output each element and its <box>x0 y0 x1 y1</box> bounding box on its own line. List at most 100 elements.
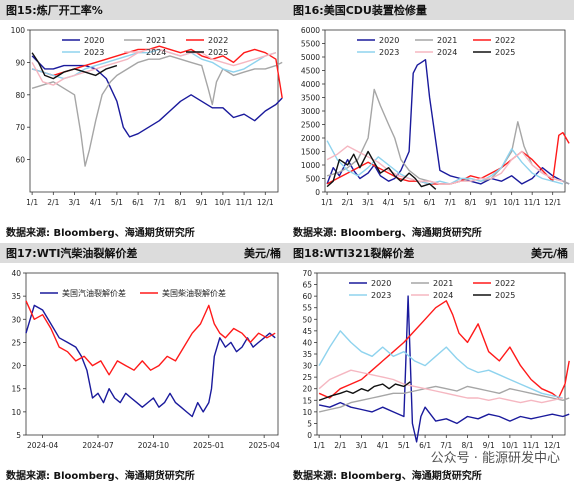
watermark-text: 公众号 · 能源研发中心 <box>430 451 560 466</box>
y-tick-label: 2000 <box>301 134 320 143</box>
y-tick-label: 5500 <box>301 40 320 49</box>
y-tick-label: 2500 <box>301 121 320 130</box>
y-tick-label: 20 <box>302 385 312 394</box>
x-tick-label: 9/1 <box>483 441 495 450</box>
series-line-2020 <box>318 295 570 443</box>
y-tick-label: 0 <box>307 431 312 440</box>
series-line-2021 <box>326 88 570 185</box>
y-tick-label: 15 <box>302 396 312 405</box>
x-tick-label: 8/1 <box>174 198 186 207</box>
panel-titlebar: 图18:WTI321裂解价差 美元/桶 <box>287 243 574 263</box>
legend-label: 2025 <box>495 291 515 300</box>
chart-plot: 60 70 80 90 100 1/1 2/1 3/1 4/1 5/1 6/1 7/1 8/1 9/1 10… <box>11 26 283 207</box>
x-tick-label: 8/1 <box>461 441 473 450</box>
x-tick-label: 12/1 <box>544 441 561 450</box>
series-line-2025 <box>326 150 437 190</box>
y-tick-label: 15 <box>11 385 21 394</box>
chart-source: 数据来源: Bloomberg、海通期货研究所 <box>293 471 482 482</box>
x-tick-label: 7/1 <box>440 441 452 450</box>
legend-label: 2020 <box>371 279 391 288</box>
legend-label: 2022 <box>208 36 228 45</box>
panel-titlebar: 图16:美国CDU装置检修量 <box>287 0 574 20</box>
y-tick-label: 80 <box>15 91 25 100</box>
legend-label: 2022 <box>495 279 515 288</box>
x-tick-label: 2025-04 <box>248 441 280 450</box>
x-tick-label: 4/1 <box>90 198 102 207</box>
series-line-2025 <box>31 52 118 80</box>
x-tick-label: 8/1 <box>465 198 477 207</box>
x-tick-label: 2025-01 <box>193 441 225 450</box>
y-tick-label: 70 <box>302 269 312 278</box>
y-tick-label: 20 <box>11 362 21 371</box>
y-tick-label: 90 <box>15 58 25 67</box>
y-tick-label: 25 <box>302 373 312 382</box>
series-line-2024 <box>31 48 277 86</box>
panel-titlebar: 图15:炼厂开工率% <box>0 0 287 20</box>
y-tick-label: 10 <box>302 408 312 417</box>
y-tick-label: 5000 <box>301 53 320 62</box>
legend-label: 2024 <box>146 48 166 57</box>
x-tick-label: 4/1 <box>377 441 389 450</box>
y-tick-label: 5 <box>16 431 21 440</box>
legend-label: 2025 <box>495 48 515 57</box>
legend-label: 2025 <box>208 48 228 57</box>
series-line-2021 <box>31 55 283 167</box>
y-tick-label: 35 <box>302 350 312 359</box>
x-tick-label: 11/1 <box>523 441 540 450</box>
x-tick-label: 2/1 <box>342 198 354 207</box>
y-tick-label: 50 <box>302 315 312 324</box>
x-tick-label: 5/1 <box>403 198 415 207</box>
legend-label: 2023 <box>84 48 104 57</box>
y-tick-label: 30 <box>302 362 312 371</box>
x-tick-label: 10/1 <box>503 198 520 207</box>
x-tick-label: 2024-07 <box>82 441 114 450</box>
legend-label: 2024 <box>433 291 453 300</box>
x-tick-label: 11/1 <box>524 198 541 207</box>
series-line-2025 <box>318 381 411 401</box>
x-tick-label: 7/1 <box>444 198 456 207</box>
x-tick-label: 2/1 <box>47 198 59 207</box>
series-line-2020 <box>31 55 283 138</box>
x-tick-label: 1/1 <box>26 198 38 207</box>
chart-unit: 美元/桶 <box>243 247 281 260</box>
chart-plot: 0 500 1000 1500 2000 2500 3000 3500 4000 4500 5000… <box>301 26 570 207</box>
x-tick-label: 10/1 <box>214 198 231 207</box>
chart-source: 数据来源: Bloomberg、海通期货研究所 <box>6 228 195 239</box>
y-tick-label: 40 <box>11 269 21 278</box>
x-tick-label: 10/1 <box>501 441 518 450</box>
y-tick-label: 6000 <box>301 26 320 35</box>
chart-source: 数据来源: Bloomberg、海通期货研究所 <box>6 471 195 482</box>
x-tick-label: 7/1 <box>153 198 165 207</box>
legend-label: 2024 <box>437 48 457 57</box>
chart-panel-wti-gasoline-diesel-crack: 图17:WTI汽柴油裂解价差 美元/桶 5 10 15 20 25 30 35 40 2024-… <box>0 243 287 486</box>
x-tick-label: 1/1 <box>321 198 333 207</box>
y-tick-label: 5 <box>307 419 312 428</box>
x-tick-label: 11/1 <box>236 198 253 207</box>
series-line-2022 <box>318 300 570 399</box>
series-line-2021 <box>318 385 570 413</box>
legend-label: 2021 <box>433 279 453 288</box>
y-tick-label: 70 <box>15 123 25 132</box>
x-tick-label: 4/1 <box>383 198 395 207</box>
series-line-2024 <box>318 369 564 404</box>
y-tick-label: 3000 <box>301 107 320 116</box>
x-tick-label: 5/1 <box>398 441 410 450</box>
x-tick-label: 3/1 <box>68 198 80 207</box>
chart-title: 图16:美国CDU装置检修量 <box>293 4 427 17</box>
x-tick-label: 3/1 <box>362 198 374 207</box>
y-tick-label: 65 <box>302 281 312 290</box>
y-tick-label: 60 <box>15 156 25 165</box>
chart-plot: 5 10 15 20 25 30 35 40 2024-04 2024-07 2024-10 2025… <box>11 269 280 450</box>
y-tick-label: 45 <box>302 327 312 336</box>
legend-label: 2020 <box>84 36 104 45</box>
x-tick-label: 1/1 <box>313 441 325 450</box>
series-line-2023 <box>318 330 564 399</box>
legend-label: 2023 <box>371 291 391 300</box>
y-tick-label: 3500 <box>301 94 320 103</box>
x-tick-label: 2024-10 <box>138 441 170 450</box>
chart-panel-wti-321-crack: 图18:WTI321裂解价差 美元/桶 0 5 10 15 20 25 30 35 40 45 50… <box>287 243 574 486</box>
series-line-2020 <box>326 59 570 185</box>
x-tick-label: 6/1 <box>424 198 436 207</box>
x-tick-label: 3/1 <box>355 441 367 450</box>
